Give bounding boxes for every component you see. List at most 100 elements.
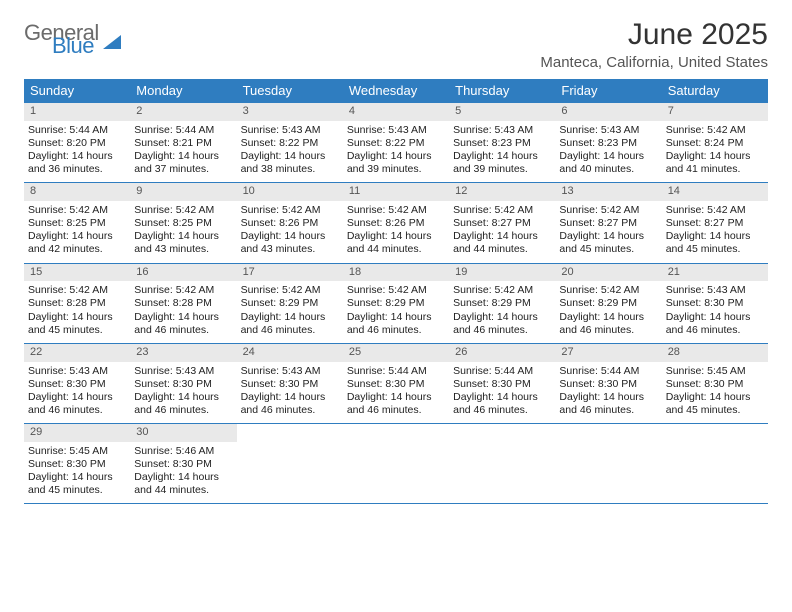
sunrise-text: Sunrise: 5:42 AM: [559, 284, 657, 297]
daylight-text: Daylight: 14 hours and 46 minutes.: [347, 311, 445, 337]
sunrise-text: Sunrise: 5:45 AM: [28, 445, 126, 458]
day-number: 17: [237, 264, 343, 282]
day-body: Sunrise: 5:42 AMSunset: 8:26 PMDaylight:…: [237, 201, 343, 263]
sunrise-text: Sunrise: 5:43 AM: [28, 365, 126, 378]
daylight-text: Daylight: 14 hours and 46 minutes.: [241, 311, 339, 337]
sunrise-text: Sunrise: 5:44 AM: [134, 124, 232, 137]
sunrise-text: Sunrise: 5:43 AM: [241, 124, 339, 137]
day-number: 11: [343, 183, 449, 201]
day-body: Sunrise: 5:42 AMSunset: 8:27 PMDaylight:…: [662, 201, 768, 263]
day-number: 22: [24, 344, 130, 362]
week-row: 22Sunrise: 5:43 AMSunset: 8:30 PMDayligh…: [24, 343, 768, 423]
day-body: Sunrise: 5:42 AMSunset: 8:24 PMDaylight:…: [662, 121, 768, 183]
daylight-text: Daylight: 14 hours and 45 minutes.: [559, 230, 657, 256]
day-body: Sunrise: 5:44 AMSunset: 8:30 PMDaylight:…: [449, 362, 555, 424]
sunrise-text: Sunrise: 5:42 AM: [241, 204, 339, 217]
daylight-text: Daylight: 14 hours and 46 minutes.: [453, 391, 551, 417]
daylight-text: Daylight: 14 hours and 39 minutes.: [347, 150, 445, 176]
day-cell: [237, 424, 343, 503]
sunrise-text: Sunrise: 5:42 AM: [453, 204, 551, 217]
sunrise-text: Sunrise: 5:44 AM: [559, 365, 657, 378]
dow-sunday: Sunday: [24, 79, 130, 102]
sunrise-text: Sunrise: 5:42 AM: [28, 284, 126, 297]
sunset-text: Sunset: 8:22 PM: [241, 137, 339, 150]
week-row: 1Sunrise: 5:44 AMSunset: 8:20 PMDaylight…: [24, 102, 768, 182]
logo-word-blue: Blue: [52, 37, 99, 56]
day-cell: 26Sunrise: 5:44 AMSunset: 8:30 PMDayligh…: [449, 344, 555, 423]
day-cell: 18Sunrise: 5:42 AMSunset: 8:29 PMDayligh…: [343, 264, 449, 343]
day-body: Sunrise: 5:42 AMSunset: 8:27 PMDaylight:…: [449, 201, 555, 263]
day-cell: 23Sunrise: 5:43 AMSunset: 8:30 PMDayligh…: [130, 344, 236, 423]
sunrise-text: Sunrise: 5:43 AM: [666, 284, 764, 297]
sunrise-text: Sunrise: 5:42 AM: [134, 284, 232, 297]
dow-wednesday: Wednesday: [343, 79, 449, 102]
day-cell: 28Sunrise: 5:45 AMSunset: 8:30 PMDayligh…: [662, 344, 768, 423]
day-cell: [555, 424, 661, 503]
sunset-text: Sunset: 8:30 PM: [134, 458, 232, 471]
day-cell: 15Sunrise: 5:42 AMSunset: 8:28 PMDayligh…: [24, 264, 130, 343]
day-number: 7: [662, 103, 768, 121]
day-cell: 7Sunrise: 5:42 AMSunset: 8:24 PMDaylight…: [662, 103, 768, 182]
day-cell: 4Sunrise: 5:43 AMSunset: 8:22 PMDaylight…: [343, 103, 449, 182]
day-body: Sunrise: 5:45 AMSunset: 8:30 PMDaylight:…: [662, 362, 768, 424]
day-cell: [449, 424, 555, 503]
day-body: Sunrise: 5:44 AMSunset: 8:30 PMDaylight:…: [555, 362, 661, 424]
day-number: 19: [449, 264, 555, 282]
day-cell: 20Sunrise: 5:42 AMSunset: 8:29 PMDayligh…: [555, 264, 661, 343]
day-number: 21: [662, 264, 768, 282]
sunrise-text: Sunrise: 5:42 AM: [559, 204, 657, 217]
logo: General Blue: [24, 18, 121, 55]
sunset-text: Sunset: 8:23 PM: [559, 137, 657, 150]
day-body: Sunrise: 5:42 AMSunset: 8:27 PMDaylight:…: [555, 201, 661, 263]
day-number: 28: [662, 344, 768, 362]
day-number: 24: [237, 344, 343, 362]
sunrise-text: Sunrise: 5:42 AM: [347, 204, 445, 217]
week-row: 29Sunrise: 5:45 AMSunset: 8:30 PMDayligh…: [24, 423, 768, 504]
daylight-text: Daylight: 14 hours and 46 minutes.: [241, 391, 339, 417]
day-cell: 1Sunrise: 5:44 AMSunset: 8:20 PMDaylight…: [24, 103, 130, 182]
day-body: Sunrise: 5:43 AMSunset: 8:23 PMDaylight:…: [555, 121, 661, 183]
sunset-text: Sunset: 8:22 PM: [347, 137, 445, 150]
day-body: Sunrise: 5:44 AMSunset: 8:30 PMDaylight:…: [343, 362, 449, 424]
day-body: Sunrise: 5:43 AMSunset: 8:30 PMDaylight:…: [24, 362, 130, 424]
day-number: 5: [449, 103, 555, 121]
sunset-text: Sunset: 8:30 PM: [666, 378, 764, 391]
day-cell: 9Sunrise: 5:42 AMSunset: 8:25 PMDaylight…: [130, 183, 236, 262]
day-body: Sunrise: 5:43 AMSunset: 8:30 PMDaylight:…: [662, 281, 768, 343]
day-body: Sunrise: 5:43 AMSunset: 8:30 PMDaylight:…: [237, 362, 343, 424]
day-cell: [343, 424, 449, 503]
daylight-text: Daylight: 14 hours and 37 minutes.: [134, 150, 232, 176]
sunrise-text: Sunrise: 5:42 AM: [347, 284, 445, 297]
day-cell: 21Sunrise: 5:43 AMSunset: 8:30 PMDayligh…: [662, 264, 768, 343]
day-cell: 17Sunrise: 5:42 AMSunset: 8:29 PMDayligh…: [237, 264, 343, 343]
dow-thursday: Thursday: [449, 79, 555, 102]
daylight-text: Daylight: 14 hours and 41 minutes.: [666, 150, 764, 176]
day-number: 8: [24, 183, 130, 201]
day-number: 23: [130, 344, 236, 362]
day-number: 27: [555, 344, 661, 362]
sunset-text: Sunset: 8:30 PM: [28, 378, 126, 391]
sunset-text: Sunset: 8:29 PM: [347, 297, 445, 310]
day-body: Sunrise: 5:42 AMSunset: 8:25 PMDaylight:…: [24, 201, 130, 263]
sunset-text: Sunset: 8:28 PM: [28, 297, 126, 310]
day-cell: 2Sunrise: 5:44 AMSunset: 8:21 PMDaylight…: [130, 103, 236, 182]
daylight-text: Daylight: 14 hours and 44 minutes.: [347, 230, 445, 256]
day-cell: 19Sunrise: 5:42 AMSunset: 8:29 PMDayligh…: [449, 264, 555, 343]
sunset-text: Sunset: 8:29 PM: [241, 297, 339, 310]
dow-saturday: Saturday: [662, 79, 768, 102]
sunrise-text: Sunrise: 5:42 AM: [666, 124, 764, 137]
day-number: 29: [24, 424, 130, 442]
day-body: Sunrise: 5:42 AMSunset: 8:28 PMDaylight:…: [24, 281, 130, 343]
daylight-text: Daylight: 14 hours and 39 minutes.: [453, 150, 551, 176]
day-cell: 6Sunrise: 5:43 AMSunset: 8:23 PMDaylight…: [555, 103, 661, 182]
day-cell: 5Sunrise: 5:43 AMSunset: 8:23 PMDaylight…: [449, 103, 555, 182]
sunset-text: Sunset: 8:30 PM: [453, 378, 551, 391]
day-body: Sunrise: 5:42 AMSunset: 8:25 PMDaylight:…: [130, 201, 236, 263]
day-body: Sunrise: 5:42 AMSunset: 8:29 PMDaylight:…: [237, 281, 343, 343]
month-title: June 2025: [540, 18, 768, 52]
day-number: 15: [24, 264, 130, 282]
day-number: 25: [343, 344, 449, 362]
day-number: 10: [237, 183, 343, 201]
daylight-text: Daylight: 14 hours and 46 minutes.: [134, 391, 232, 417]
daylight-text: Daylight: 14 hours and 43 minutes.: [241, 230, 339, 256]
